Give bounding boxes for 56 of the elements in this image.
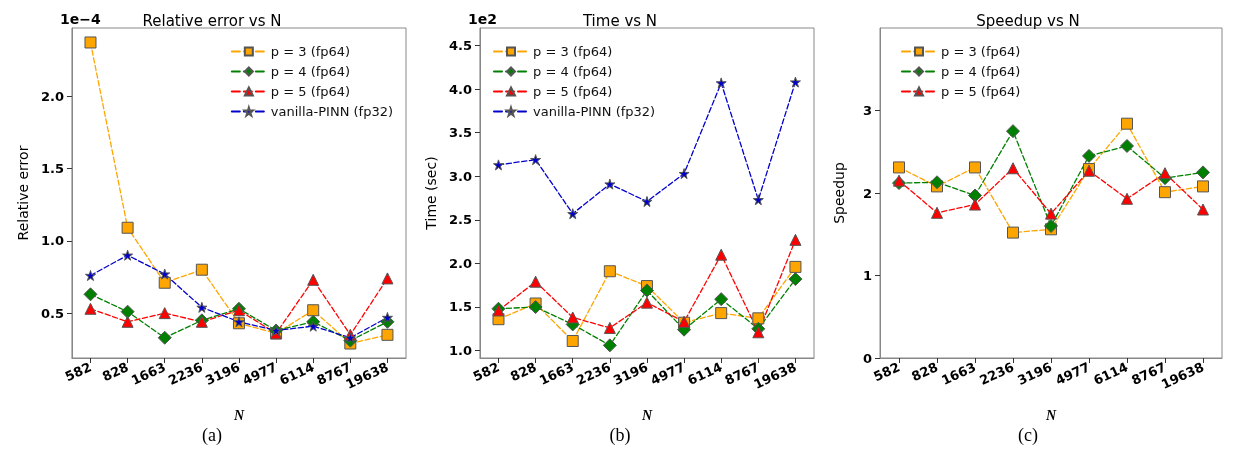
y-axis-title: Time (sec) [423, 156, 439, 231]
y-tick-label: 2.5 [448, 212, 472, 228]
y-tick-label: 2.0 [448, 255, 472, 271]
y-tick-label: 3.5 [448, 125, 472, 141]
y-tick-label: 2.0 [40, 88, 64, 104]
x-tick-label: 4977 [648, 359, 688, 389]
y-tick-label: 0.5 [40, 305, 64, 321]
chart-title: Relative error vs N [142, 11, 282, 30]
y-tick-label: 4.5 [448, 37, 472, 53]
y-tick-label: 3 [862, 103, 872, 118]
text: 1e−4 [60, 11, 101, 27]
legend-label: p = 3 (fp64) [941, 44, 1021, 59]
y-tick-label: 1.0 [40, 233, 64, 249]
text: 1e2 [468, 11, 497, 27]
y-axis-title: Speedup [831, 162, 847, 224]
y-tick-label: 3.0 [448, 168, 472, 184]
y-tick-label: 4.0 [448, 81, 472, 97]
legend-label: vanilla-PINN (fp32) [533, 104, 656, 119]
text: (a) [202, 425, 222, 446]
legend-label: p = 5 (fp64) [941, 84, 1021, 99]
x-tick-label: 828 [99, 359, 131, 385]
text: (c) [1018, 425, 1038, 446]
legend-label: p = 4 (fp64) [270, 64, 351, 79]
y-tick-label: 1.5 [448, 299, 472, 315]
x-tick-label: 582 [62, 359, 94, 385]
text: (b) [609, 425, 631, 446]
legend-label: p = 5 (fp64) [533, 84, 613, 99]
x-tick-label: 1663 [536, 359, 576, 389]
y-tick-label: 1.0 [448, 343, 472, 359]
y-axis-title: Relative error [15, 145, 31, 241]
x-tick-label: 582 [871, 359, 903, 385]
y-tick-label: 2 [862, 185, 872, 201]
y-tick-label: 1 [862, 268, 872, 283]
legend-label: p = 4 (fp64) [941, 64, 1021, 79]
x-tick-label: 1663 [128, 359, 168, 389]
x-tick-label: 582 [470, 359, 502, 385]
x-tick-label: 6114 [685, 359, 725, 389]
x-tick-label: 6114 [1091, 359, 1131, 389]
legend-label: p = 3 (fp64) [270, 44, 351, 59]
x-tick-label: 828 [507, 359, 539, 385]
legend-label: p = 5 (fp64) [270, 84, 351, 99]
x-tick-label: 4977 [1053, 359, 1093, 389]
x-axis-title: N [640, 407, 653, 423]
legend-label: p = 3 (fp64) [533, 44, 613, 59]
x-tick-label: 1663 [939, 359, 979, 389]
x-axis-title: N [1044, 407, 1057, 423]
x-axis-title: N [232, 407, 245, 423]
x-tick-label: 6114 [277, 359, 317, 389]
chart-title: Time vs N [581, 11, 658, 30]
legend-label: p = 4 (fp64) [533, 64, 613, 79]
legend-label: vanilla-PINN (fp32) [270, 104, 394, 119]
x-tick-label: 828 [909, 359, 941, 385]
chart-title: Speedup vs N [976, 11, 1080, 30]
y-tick-label: 0 [862, 350, 872, 366]
y-tick-label: 1.5 [40, 160, 64, 176]
x-tick-label: 4977 [240, 359, 280, 389]
